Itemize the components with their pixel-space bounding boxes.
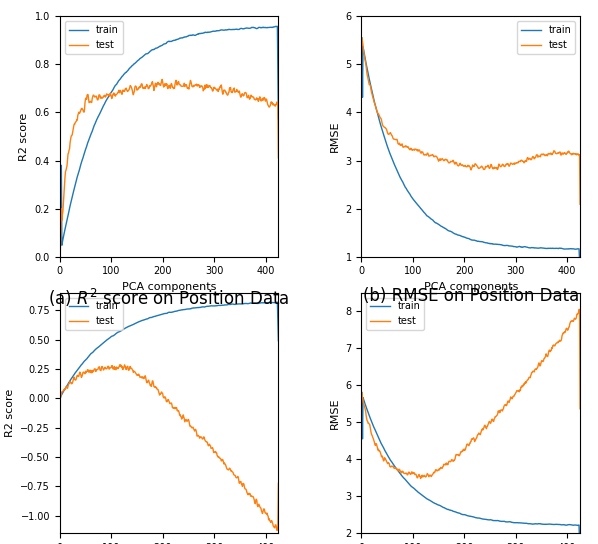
Text: (b) RMSE on Position Data: (b) RMSE on Position Data <box>362 287 579 305</box>
test <box>275 480 282 487</box>
test <box>469 162 476 168</box>
test <box>220 458 227 465</box>
test <box>404 472 411 478</box>
train <box>58 242 65 249</box>
test <box>220 89 227 95</box>
test <box>382 456 389 463</box>
Y-axis label: R2 score: R2 score <box>5 389 15 437</box>
train <box>469 237 476 243</box>
test <box>404 144 411 150</box>
train <box>102 97 109 104</box>
test <box>80 369 87 376</box>
train <box>382 138 389 144</box>
Line: test: test <box>60 364 279 530</box>
Legend: train, test: train, test <box>517 21 575 54</box>
Line: train: train <box>362 393 580 544</box>
Line: test: test <box>60 79 279 252</box>
train <box>469 514 476 520</box>
Legend: train, test: train, test <box>65 298 123 330</box>
X-axis label: PCA components: PCA components <box>122 282 216 292</box>
test <box>57 395 64 401</box>
train <box>80 358 87 365</box>
train <box>81 150 88 156</box>
test <box>168 80 175 86</box>
train <box>450 230 457 237</box>
test <box>576 306 583 313</box>
test <box>521 159 528 166</box>
train <box>358 390 365 396</box>
test <box>374 109 381 115</box>
train <box>148 314 155 320</box>
train <box>274 299 281 305</box>
Line: train: train <box>60 26 279 245</box>
Legend: train, test: train, test <box>367 298 424 330</box>
train <box>275 115 282 122</box>
train <box>219 302 227 308</box>
train <box>149 46 156 53</box>
Y-axis label: R2 score: R2 score <box>19 113 29 160</box>
test <box>521 380 529 387</box>
train <box>576 268 584 275</box>
test <box>450 158 457 164</box>
Text: (a) $R^2$ score on Position Data: (a) $R^2$ score on Position Data <box>48 287 290 308</box>
test <box>469 435 477 442</box>
test <box>102 365 109 372</box>
test <box>117 361 124 368</box>
test <box>382 125 389 132</box>
test <box>148 79 155 86</box>
train <box>374 110 381 116</box>
train <box>374 432 381 438</box>
Y-axis label: RMSE: RMSE <box>330 397 340 429</box>
train <box>57 395 64 401</box>
test <box>417 475 424 482</box>
Line: test: test <box>362 310 580 479</box>
train <box>73 177 80 184</box>
test <box>72 377 80 384</box>
test <box>358 35 365 41</box>
Line: train: train <box>60 302 279 398</box>
test <box>374 444 381 451</box>
Y-axis label: RMSE: RMSE <box>330 121 340 152</box>
train <box>382 448 389 455</box>
train <box>168 38 175 45</box>
X-axis label: PCA components: PCA components <box>423 282 518 292</box>
test <box>80 109 87 115</box>
test <box>576 201 584 208</box>
train <box>358 35 365 41</box>
test <box>158 76 166 83</box>
train <box>220 27 227 33</box>
train <box>274 23 281 29</box>
train <box>521 243 528 250</box>
train <box>275 337 282 344</box>
test <box>275 154 282 161</box>
test <box>576 405 584 412</box>
test <box>149 378 156 384</box>
test <box>450 456 457 463</box>
test <box>358 390 365 396</box>
train <box>57 210 64 217</box>
train <box>167 309 175 316</box>
train <box>450 508 457 515</box>
train <box>521 520 528 527</box>
Legend: train, test: train, test <box>65 21 123 54</box>
Line: train: train <box>362 38 580 271</box>
test <box>57 249 64 255</box>
test <box>168 400 175 406</box>
train <box>72 369 80 375</box>
train <box>102 338 109 344</box>
train <box>404 479 411 485</box>
test <box>274 527 281 534</box>
test <box>102 94 109 100</box>
Line: test: test <box>362 38 580 205</box>
train <box>404 187 411 194</box>
test <box>72 119 80 125</box>
